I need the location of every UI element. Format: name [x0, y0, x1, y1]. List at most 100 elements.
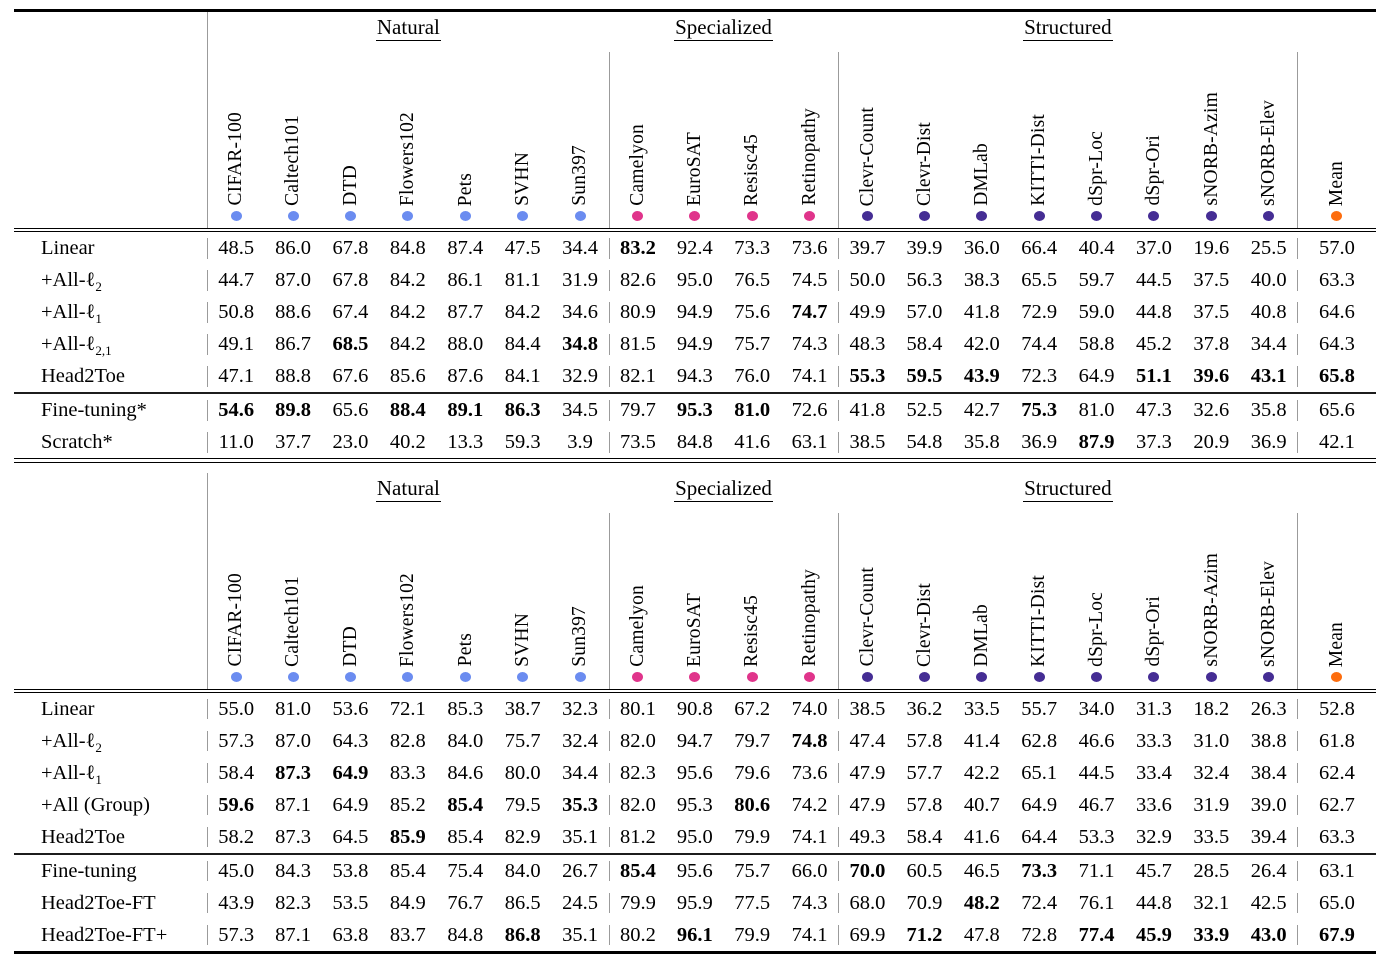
value-cell: 41.6	[734, 431, 771, 454]
value-cell: 36.0	[963, 237, 1000, 260]
value-cell: 95.3	[676, 793, 713, 816]
value-cell: 31.3	[1136, 697, 1172, 720]
value-cell: 67.4	[332, 301, 369, 324]
value-cell: 44.7	[207, 270, 264, 291]
value-cell: 79.9	[608, 893, 666, 914]
value-cell: 50.8	[207, 302, 264, 323]
structured-category-dot-icon	[976, 211, 988, 221]
row-label: Linear	[14, 238, 207, 259]
value-cell: 18.2	[1193, 697, 1230, 720]
value-cell: 46.5	[963, 859, 1000, 882]
natural-category-dot-icon	[459, 671, 471, 682]
column-header-dspr-ori: dSpr-Ori	[1125, 513, 1182, 689]
value-cell: 80.9	[608, 302, 666, 323]
table-row: Scratch* 11.0 37.7 23.0 40.2 13.3 59.3 3.9 73.5 8…	[14, 426, 1376, 458]
value-cell: 74.5	[791, 269, 828, 292]
value-cell: 80.0	[504, 761, 541, 784]
value-cell: 43.0	[1250, 923, 1287, 946]
column-label: sNORB-Azim	[1200, 92, 1222, 206]
value-cell: 76.1	[1078, 891, 1115, 914]
structured-category-dot-icon	[1148, 211, 1160, 221]
natural-category-dot-icon	[402, 671, 414, 682]
value-cell: 84.2	[504, 301, 541, 324]
column-header-row: CIFAR-100 Caltech101 DTD Flowers102 Pets SVHN…	[14, 52, 1376, 228]
value-cell: 87.7	[447, 301, 484, 324]
row-label: Head2Toe-FT+	[14, 925, 207, 946]
column-label: Mean	[1326, 160, 1348, 206]
column-header-svhn: SVHN	[494, 513, 551, 689]
column-label: DTD	[339, 626, 361, 667]
value-cell: 95.9	[676, 891, 713, 914]
value-cell: 74.3	[791, 891, 828, 914]
value-cell: 32.9	[1136, 825, 1172, 848]
structured-category-dot-icon	[1091, 671, 1103, 682]
row-label: Fine-tuning	[14, 861, 207, 882]
row-label: +All (Group)	[14, 795, 207, 816]
value-cell: 79.9	[734, 825, 771, 848]
value-cell: 85.4	[447, 793, 484, 816]
value-cell: 31.0	[1193, 729, 1230, 752]
column-label: Flowers102	[397, 111, 419, 206]
value-cell: 57.0	[906, 301, 943, 324]
structured-category-dot-icon	[861, 671, 873, 682]
column-label: SVHN	[511, 152, 533, 206]
value-cell: 75.4	[447, 859, 484, 882]
value-cell: 67.8	[332, 237, 369, 260]
value-cell: 72.1	[389, 697, 426, 720]
value-cell: 43.9	[207, 893, 264, 914]
value-cell: 36.2	[906, 697, 943, 720]
column-header-clevr-dist: Clevr-Dist	[896, 52, 953, 228]
mean-column-spacer	[1297, 473, 1375, 513]
column-label: sNORB-Elev	[1257, 560, 1279, 667]
value-cell: 84.8	[676, 431, 713, 454]
column-label: Pets	[454, 172, 476, 206]
value-cell: 32.4	[1193, 761, 1230, 784]
value-cell: 87.4	[447, 237, 484, 260]
value-cell: 79.5	[504, 793, 541, 816]
column-label: Sun397	[569, 145, 591, 206]
value-cell: 74.2	[791, 793, 828, 816]
value-cell: 44.8	[1136, 891, 1172, 914]
column-header-caltech101: Caltech101	[264, 52, 321, 228]
column-header-cifar-100: CIFAR-100	[207, 512, 264, 689]
value-cell: 74.0	[791, 697, 828, 720]
table-row: Linear 48.5 86.0 67.8 84.8 87.4 47.5 34.4 83.2 92…	[14, 232, 1376, 264]
row-label: Head2Toe	[14, 366, 207, 387]
value-cell: 53.5	[332, 891, 369, 914]
value-cell: 67.8	[332, 269, 369, 292]
column-label: dSpr-Loc	[1085, 131, 1107, 206]
value-cell: 57.3	[207, 731, 264, 752]
value-cell: 75.7	[734, 333, 771, 356]
mean-value-cell: 42.1	[1297, 432, 1375, 453]
row-label: Scratch*	[14, 432, 207, 453]
specialized-category-dot-icon	[632, 211, 644, 221]
table-bottom-rule	[14, 951, 1376, 955]
value-cell: 74.7	[791, 301, 828, 324]
value-cell: 82.9	[504, 825, 541, 848]
value-cell: 38.4	[1250, 761, 1287, 784]
value-cell: 94.7	[676, 729, 713, 752]
value-cell: 42.5	[1250, 891, 1287, 914]
structured-category-dot-icon	[918, 211, 930, 221]
value-cell: 40.8	[1250, 301, 1287, 324]
value-cell: 32.3	[562, 697, 598, 720]
value-cell: 39.0	[1250, 793, 1287, 816]
value-cell: 71.1	[1078, 859, 1115, 882]
table-row: +All-ℓ1 58.4 87.3 64.9 83.3 84.6 80.0 34.4 82.3 9…	[14, 757, 1376, 789]
value-cell: 87.9	[1078, 431, 1115, 454]
value-cell: 37.3	[1136, 431, 1172, 454]
value-cell: 24.5	[562, 891, 598, 914]
specialized-category-dot-icon	[804, 211, 816, 221]
column-label: Camelyon	[627, 585, 649, 667]
value-cell: 88.6	[275, 301, 312, 324]
value-cell: 40.7	[963, 793, 1000, 816]
table-row: +All-ℓ2 44.7 87.0 67.8 84.2 86.1 81.1 31.9 82.6 9…	[14, 264, 1376, 296]
column-header-clevr-count: Clevr-Count	[838, 512, 895, 689]
value-cell: 64.3	[332, 729, 369, 752]
value-cell: 47.4	[838, 731, 895, 752]
value-cell: 83.3	[389, 761, 426, 784]
value-cell: 74.1	[791, 825, 828, 848]
value-cell: 60.5	[906, 859, 943, 882]
value-cell: 86.0	[275, 237, 312, 260]
value-cell: 37.8	[1193, 333, 1230, 356]
